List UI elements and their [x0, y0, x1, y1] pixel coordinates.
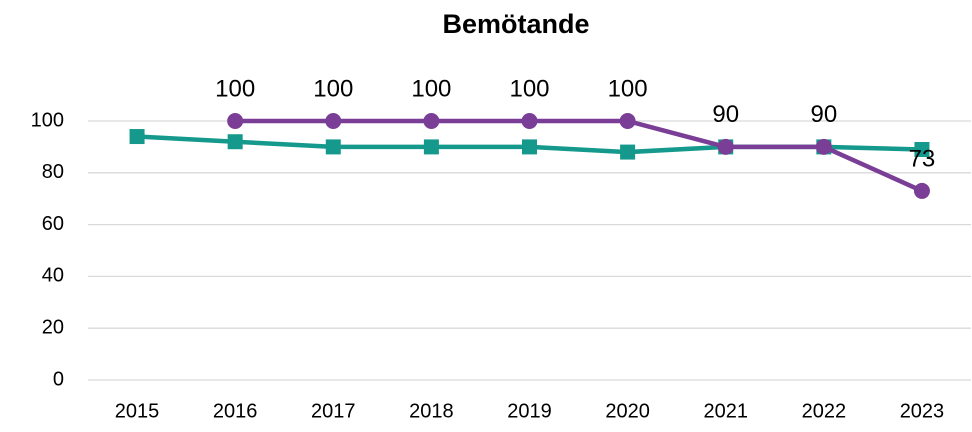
x-tick-label: 2020 — [605, 400, 650, 422]
x-tick-label: 2015 — [115, 400, 160, 422]
marker — [913, 182, 930, 199]
x-tick-label: 2016 — [213, 400, 258, 422]
x-tick-label: 2017 — [311, 400, 356, 422]
data-label: 100 — [509, 75, 549, 102]
marker — [325, 139, 341, 155]
marker — [521, 113, 538, 129]
x-tick-label: 2022 — [802, 400, 847, 422]
marker — [227, 113, 244, 129]
data-label: 90 — [712, 101, 739, 128]
marker — [423, 113, 440, 129]
data-label: 100 — [411, 75, 451, 102]
marker — [620, 144, 636, 160]
x-tick-label: 2018 — [409, 400, 454, 422]
y-tick-label: 100 — [31, 109, 64, 131]
y-tick-label: 20 — [42, 316, 64, 338]
data-label: 90 — [810, 101, 837, 128]
marker — [129, 129, 145, 145]
chart-title: Bemötande — [442, 9, 589, 39]
y-tick-label: 80 — [42, 161, 64, 183]
y-tick-label: 60 — [42, 213, 64, 235]
x-tick-label: 2021 — [703, 400, 748, 422]
series-line — [235, 118, 923, 193]
data-label: 100 — [215, 75, 255, 102]
marker — [815, 138, 832, 155]
marker — [619, 113, 636, 129]
marker — [522, 139, 537, 155]
x-tick-label: 2023 — [900, 400, 945, 422]
data-label: 100 — [313, 75, 353, 102]
x-tick-label: 2019 — [507, 400, 552, 422]
y-tick-label: 0 — [53, 368, 64, 390]
data-label: 73 — [909, 145, 936, 172]
marker — [717, 138, 734, 155]
y-tick-label: 40 — [42, 265, 64, 287]
data-label: 100 — [608, 75, 648, 102]
marker — [423, 139, 439, 155]
marker — [325, 113, 342, 129]
marker — [227, 134, 243, 150]
marker — [914, 141, 930, 157]
